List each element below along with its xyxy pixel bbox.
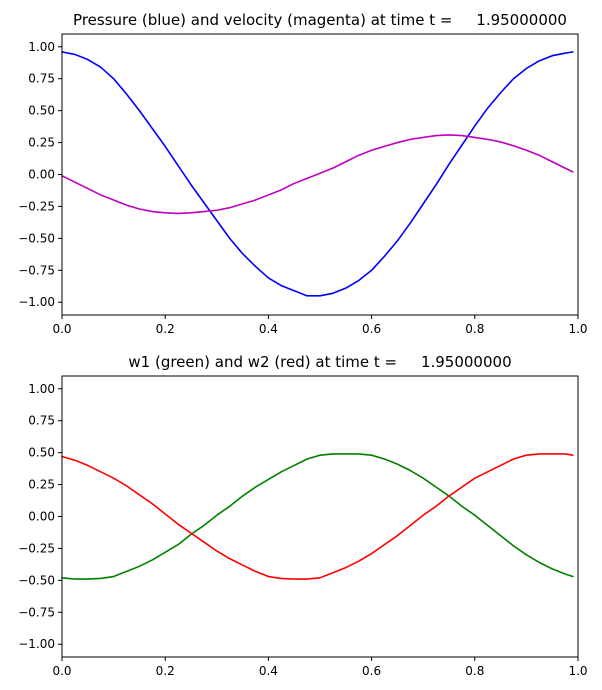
x-tick-label: 1.0 (568, 664, 587, 678)
axes-frame (61, 33, 579, 316)
y-tick-label: −0.50 (18, 231, 55, 245)
chart-title: w1 (green) and w2 (red) at time t = 1.95… (128, 353, 511, 371)
y-tick-label: −1.00 (18, 295, 55, 309)
y-tick-label: 0.50 (28, 104, 55, 118)
x-tick-label: 0.0 (52, 664, 71, 678)
x-tick-label: 0.8 (465, 664, 484, 678)
y-tick-label: −0.25 (18, 199, 55, 213)
x-tick-label: 1.0 (568, 322, 587, 336)
x-tick-label: 0.4 (259, 322, 278, 336)
series-line-2 (61, 453, 574, 580)
y-tick-label: 0.75 (28, 72, 55, 86)
y-tick-label: 0.25 (28, 136, 55, 150)
y-tick-label: 0.00 (28, 168, 55, 182)
y-tick-label: −0.75 (18, 263, 55, 277)
y-tick-label: 1.00 (28, 40, 55, 54)
x-tick-label: 0.2 (156, 664, 175, 678)
y-tick-label: −0.50 (18, 573, 55, 587)
y-tick-label: 1.00 (28, 382, 55, 396)
x-tick-label: 0.2 (156, 322, 175, 336)
x-tick-label: 0.6 (362, 322, 381, 336)
y-tick-label: −1.00 (18, 637, 55, 651)
x-tick-label: 0.6 (362, 664, 381, 678)
y-tick-label: 0.25 (28, 478, 55, 492)
series-line-1 (61, 51, 574, 297)
series-line-1 (61, 453, 574, 580)
y-tick-label: −0.25 (18, 541, 55, 555)
chart-panel-1: Pressure (blue) and velocity (magenta) a… (18, 11, 587, 336)
y-tick-label: −0.75 (18, 605, 55, 619)
y-tick-label: 0.50 (28, 446, 55, 460)
x-tick-label: 0.0 (52, 322, 71, 336)
axes-frame (61, 375, 579, 658)
y-tick-label: 0.00 (28, 510, 55, 524)
chart-title: Pressure (blue) and velocity (magenta) a… (73, 11, 567, 29)
x-tick-label: 0.4 (259, 664, 278, 678)
series-line-2 (61, 134, 574, 215)
x-tick-label: 0.8 (465, 322, 484, 336)
chart-panel-2: w1 (green) and w2 (red) at time t = 1.95… (18, 353, 587, 678)
y-tick-label: 0.75 (28, 414, 55, 428)
